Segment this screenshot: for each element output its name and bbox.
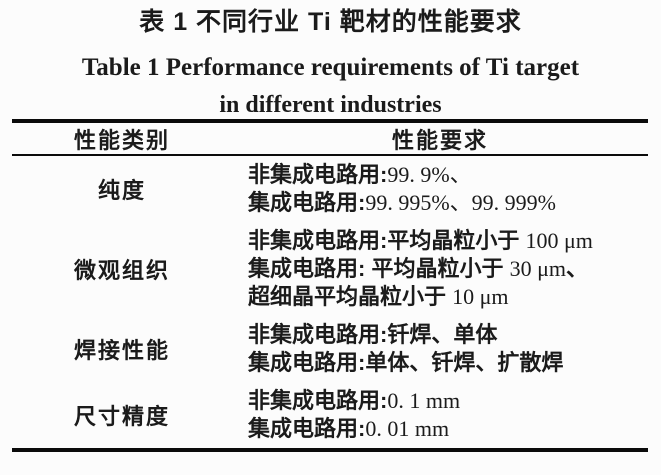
table-row: 纯度 非集成电路用:99. 9%、 集成电路用:99. 995%、99. 999% xyxy=(12,156,648,222)
paper-table-figure: 表 1 不同行业 Ti 靶材的性能要求 Table 1 Performance … xyxy=(0,8,661,475)
table-caption-en-line1: Table 1 Performance requirements of Ti t… xyxy=(81,54,580,81)
requirement-line: 集成电路用:单体、钎焊、扩散焊 xyxy=(248,349,648,377)
header-cell-category: 性能类别 xyxy=(73,127,170,153)
table-body: 纯度 非集成电路用:99. 9%、 集成电路用:99. 995%、99. 999% 微… xyxy=(12,156,648,448)
requirement-label-text: 非集成电路用: xyxy=(248,388,388,413)
requirement-label-text: 集成电路用: xyxy=(248,190,366,215)
requirement-line: 集成电路用:99. 995%、99. 999% xyxy=(248,189,648,217)
requirement-line: 非集成电路用:钎焊、单体 xyxy=(248,321,648,349)
requirement-label-text: 超细晶平均晶粒小于 xyxy=(248,284,453,309)
requirement-line: 非集成电路用:0. 1 mm xyxy=(248,387,648,415)
requirement-value-text: 0. 01 mm xyxy=(365,416,450,441)
requirement-label-text: 集成电路用:单体、钎焊、扩散焊 xyxy=(248,350,564,375)
category-cell: 尺寸精度 xyxy=(73,404,170,429)
table-caption-zh: 表 1 不同行业 Ti 靶材的性能要求 xyxy=(139,8,522,36)
requirement-line: 非集成电路用:99. 9%、 xyxy=(248,161,648,189)
header-cell-requirement: 性能要求 xyxy=(391,127,488,153)
table-caption-en-line2: in different industries xyxy=(219,92,442,118)
table-row: 微观组织 非集成电路用:平均晶粒小于 100 μm 集成电路用: 平均晶粒小于 30… xyxy=(12,222,648,316)
requirement-cell: 非集成电路用:平均晶粒小于 100 μm 集成电路用: 平均晶粒小于 30 μm、… xyxy=(232,227,648,311)
requirement-value-text: 100 μm xyxy=(525,228,593,253)
requirement-value-text: 10 μm xyxy=(452,284,509,309)
requirement-line: 超细晶平均晶粒小于 10 μm xyxy=(248,283,648,311)
category-cell: 微观组织 xyxy=(73,258,170,283)
requirement-cell: 非集成电路用:99. 9%、 集成电路用:99. 995%、99. 999% xyxy=(232,161,648,217)
table-row: 焊接性能 非集成电路用:钎焊、单体集成电路用:单体、钎焊、扩散焊 xyxy=(12,316,648,382)
requirement-label-text: 非集成电路用:平均晶粒小于 xyxy=(248,228,526,253)
requirement-value-text: 99. 995%、99. 999% xyxy=(365,190,556,215)
requirement-value-text: 0. 1 mm xyxy=(387,388,461,413)
category-cell: 焊接性能 xyxy=(73,338,170,363)
requirement-label-text: 非集成电路用: xyxy=(248,162,388,187)
table-header-row: 性能类别 性能要求 xyxy=(12,123,648,156)
requirement-label-text: 、 xyxy=(565,256,588,281)
requirement-label-text: 非集成电路用:钎焊、单体 xyxy=(248,322,498,347)
requirement-line: 非集成电路用:平均晶粒小于 100 μm xyxy=(248,227,648,255)
requirement-cell: 非集成电路用:0. 1 mm 集成电路用:0. 01 mm xyxy=(232,387,648,443)
category-cell: 纯度 xyxy=(97,178,146,203)
requirement-label-text: 集成电路用: xyxy=(248,416,366,441)
requirement-value-text: 99. 9%、 xyxy=(387,162,472,187)
requirement-cell: 非集成电路用:钎焊、单体集成电路用:单体、钎焊、扩散焊 xyxy=(232,321,648,377)
requirement-value-text: 30 μm xyxy=(509,256,566,281)
performance-table: 性能类别 性能要求 纯度 非集成电路用:99. 9%、 集成电路用:99. 995%… xyxy=(12,119,648,452)
requirement-line: 集成电路用:0. 01 mm xyxy=(248,415,648,443)
requirement-line: 集成电路用: 平均晶粒小于 30 μm、 xyxy=(248,255,648,283)
requirement-label-text: 集成电路用: 平均晶粒小于 xyxy=(248,256,510,281)
table-row: 尺寸精度 非集成电路用:0. 1 mm 集成电路用:0. 01 mm xyxy=(12,382,648,448)
